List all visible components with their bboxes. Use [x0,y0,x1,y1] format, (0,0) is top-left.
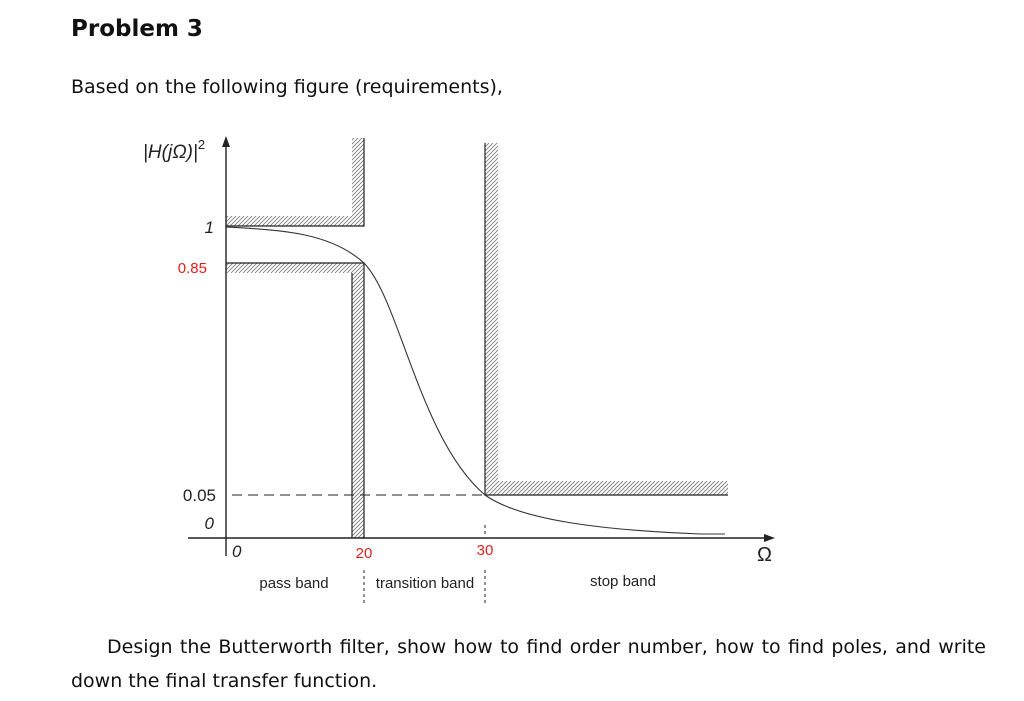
y-axis-label-exponent: 2 [198,137,205,152]
passband-upper-boundary [226,138,365,227]
y-tick-pass-min: 0.85 [178,260,207,277]
spec-boundaries [226,138,728,538]
x-tick-stop-edge: 30 [477,542,494,559]
x-axis-label: Ω [757,544,772,566]
problem-title: Problem 3 [71,16,203,42]
passband-lower-hatch [226,263,364,273]
axes [188,145,768,556]
passband-edge-lower-hatch [352,273,364,538]
x-tick-pass-edge: 20 [356,545,373,562]
stopband-upper-hatch [498,481,728,495]
y-axis-arrowhead [222,136,230,147]
stopband-boundary [484,143,728,496]
y-tick-stop-max: 0.05 [183,486,216,505]
passband-lower-boundary [226,262,365,538]
stopband-edge-hatch [485,143,498,495]
y-tick-zero: 0 [205,514,215,533]
transition-band-label: transition band [376,575,474,592]
intro-text: Based on the following figure (requireme… [71,76,503,98]
task-instructions: Design the Butterworth filter, show how … [71,636,986,692]
passband-edge-upper-hatch [352,138,364,216]
x-tick-zero: 0 [232,542,242,561]
y-tick-one: 1 [205,218,214,237]
guide-lines [232,494,486,604]
stop-band-label: stop band [590,573,656,590]
magnitude-response-curve [225,226,725,535]
y-axis-label: |H(jΩ)|2 [143,137,205,163]
passband-upper-hatch [226,216,364,226]
x-axis-arrowhead [764,534,775,542]
hatched-regions [226,138,728,538]
pass-band-label: pass band [259,575,328,592]
